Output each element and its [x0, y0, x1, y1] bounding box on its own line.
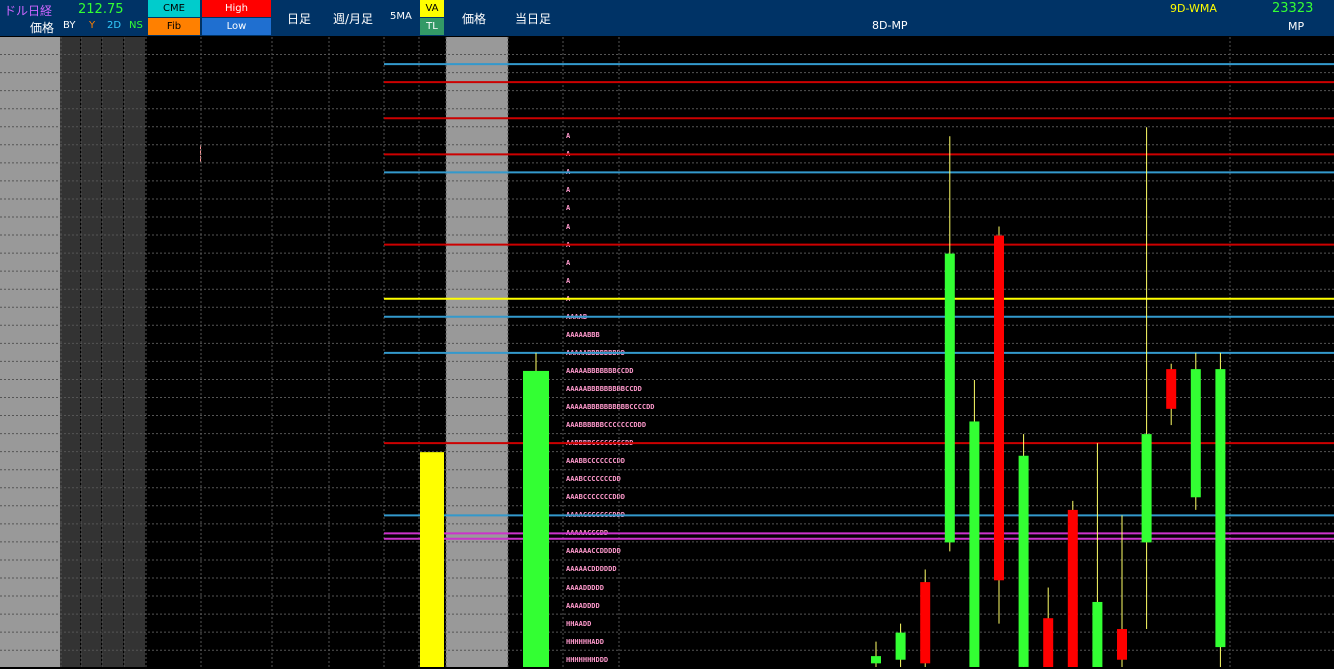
- column-bg: [201, 37, 271, 667]
- column-bg: [0, 37, 60, 667]
- candle-body: [944, 253, 955, 543]
- col-y-header: Y: [89, 20, 96, 31]
- tpo-row: A: [566, 276, 571, 285]
- column-bg: [329, 37, 383, 667]
- col-5ma-header: 5MA: [390, 11, 412, 22]
- tpo-row: A: [566, 204, 571, 213]
- tpo-row: HHHHHHADD: [566, 637, 604, 646]
- mp-value: 23323: [1272, 1, 1314, 16]
- tpo-row: AAABCCCCCCCDD: [566, 475, 621, 484]
- mp-label: MP: [1288, 20, 1305, 33]
- tpo-row: HHAADD: [566, 619, 592, 628]
- header-value: 212.75: [78, 2, 124, 17]
- col-low-header: Low: [202, 18, 271, 35]
- wma-title: 9D-WMA: [1170, 2, 1217, 15]
- tpo-row: A: [566, 222, 571, 231]
- col-daily-header: 日足: [287, 12, 312, 26]
- candle-body: [920, 582, 931, 664]
- column-bg: [272, 37, 328, 667]
- column-bg: [146, 37, 200, 667]
- col-price2-header: 価格: [462, 12, 487, 26]
- col-by-header: BY: [63, 20, 76, 31]
- candle-body: [1166, 369, 1177, 409]
- tpo-row: AAABBCCCCCCCDD: [566, 457, 626, 466]
- tpo-row: AAAAABBBBBBBBBBCCCCDD: [566, 403, 655, 411]
- col-weekly-header: 週/月足: [333, 12, 374, 26]
- col-fib-header: Fib: [148, 18, 200, 35]
- tpo-row: A: [566, 258, 571, 267]
- candle-body: [1190, 369, 1201, 498]
- candle-body: [1092, 601, 1103, 667]
- col-tl-header: TL: [420, 18, 444, 35]
- col-ns-header: NS: [129, 20, 143, 31]
- col-2d-header: 2D: [107, 20, 122, 31]
- column-bg: [102, 37, 123, 667]
- tpo-row: AAABBBBBBCCCCCCCDDD: [566, 421, 647, 430]
- candle-body: [994, 235, 1004, 581]
- app-title: ドル日経: [4, 4, 53, 18]
- tpo-row: AAAAABBBBBBBBBCCDD: [566, 384, 642, 393]
- candle-body: [969, 421, 980, 667]
- col-high-header: High: [202, 0, 271, 17]
- candle-body: [1117, 629, 1127, 660]
- candle-body: [871, 656, 881, 664]
- tpo-row: A: [566, 132, 571, 141]
- candle-body: [1141, 434, 1152, 543]
- today-bar: [523, 370, 549, 667]
- candle-body: [1215, 369, 1226, 648]
- candle-body: [895, 632, 906, 660]
- tpo-row: HHHHHHHDDD: [566, 655, 609, 664]
- column-bg: [60, 37, 80, 667]
- mp-title: 8D-MP: [872, 19, 908, 32]
- tpo-row: AAAAABBBBBBBCCDD: [566, 366, 634, 375]
- col-va-header: VA: [420, 0, 444, 17]
- col-today-header: 当日足: [515, 12, 552, 26]
- tpo-row: AAABCCCCCCCDDD: [566, 493, 626, 502]
- candle-body: [1018, 455, 1029, 667]
- col-cme-header: CME: [148, 0, 200, 17]
- candle-body: [1067, 509, 1078, 667]
- column-bg: [81, 37, 101, 667]
- tpo-row: AAAAACDDDDDD: [566, 565, 617, 574]
- tpo-row: A: [566, 186, 571, 195]
- tpo-row: AAAAAACCDDDDD: [566, 547, 621, 556]
- value-area-bar: [420, 452, 444, 667]
- tpo-row: AAAAABBB: [566, 330, 600, 339]
- tpo-row: AAAADDDDD: [566, 583, 604, 592]
- candle-body: [1043, 618, 1054, 667]
- column-bg: [124, 37, 145, 667]
- price-header: 価格: [30, 21, 55, 35]
- tpo-row: AAAADDDD: [566, 601, 600, 610]
